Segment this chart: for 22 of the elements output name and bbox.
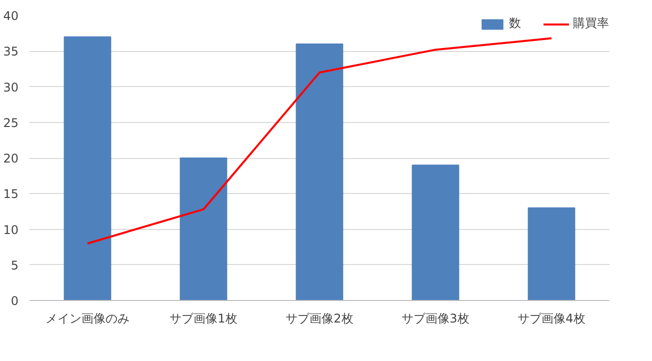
y-tick-label: 15 [3, 187, 19, 202]
x-tick-label: サブ画像4枚 [518, 312, 586, 326]
y-tick-label: 5 [10, 258, 19, 272]
y-tick-label: 25 [3, 116, 19, 130]
bar [528, 207, 576, 300]
y-tick-label: 35 [3, 44, 19, 59]
y-tick-label: 0 [10, 294, 19, 308]
y-tick-label: 10 [3, 222, 19, 237]
x-tick-label: サブ画像2枚 [286, 312, 354, 326]
bar [64, 36, 112, 300]
x-tick-label: サブ画像1枚 [170, 312, 238, 326]
bar [296, 44, 344, 300]
legend-label: 数 [509, 15, 522, 32]
bar [180, 158, 228, 300]
line-series [86, 37, 552, 244]
x-tick-label: サブ画像3枚 [402, 312, 470, 326]
y-tick-label: 30 [3, 80, 19, 94]
bar [412, 164, 460, 300]
x-tick-label: メイン画像のみ [46, 312, 130, 326]
y-tick-label: 40 [3, 9, 19, 23]
y-tick-label: 20 [3, 152, 19, 166]
legend-label: 購買率 [573, 15, 609, 32]
